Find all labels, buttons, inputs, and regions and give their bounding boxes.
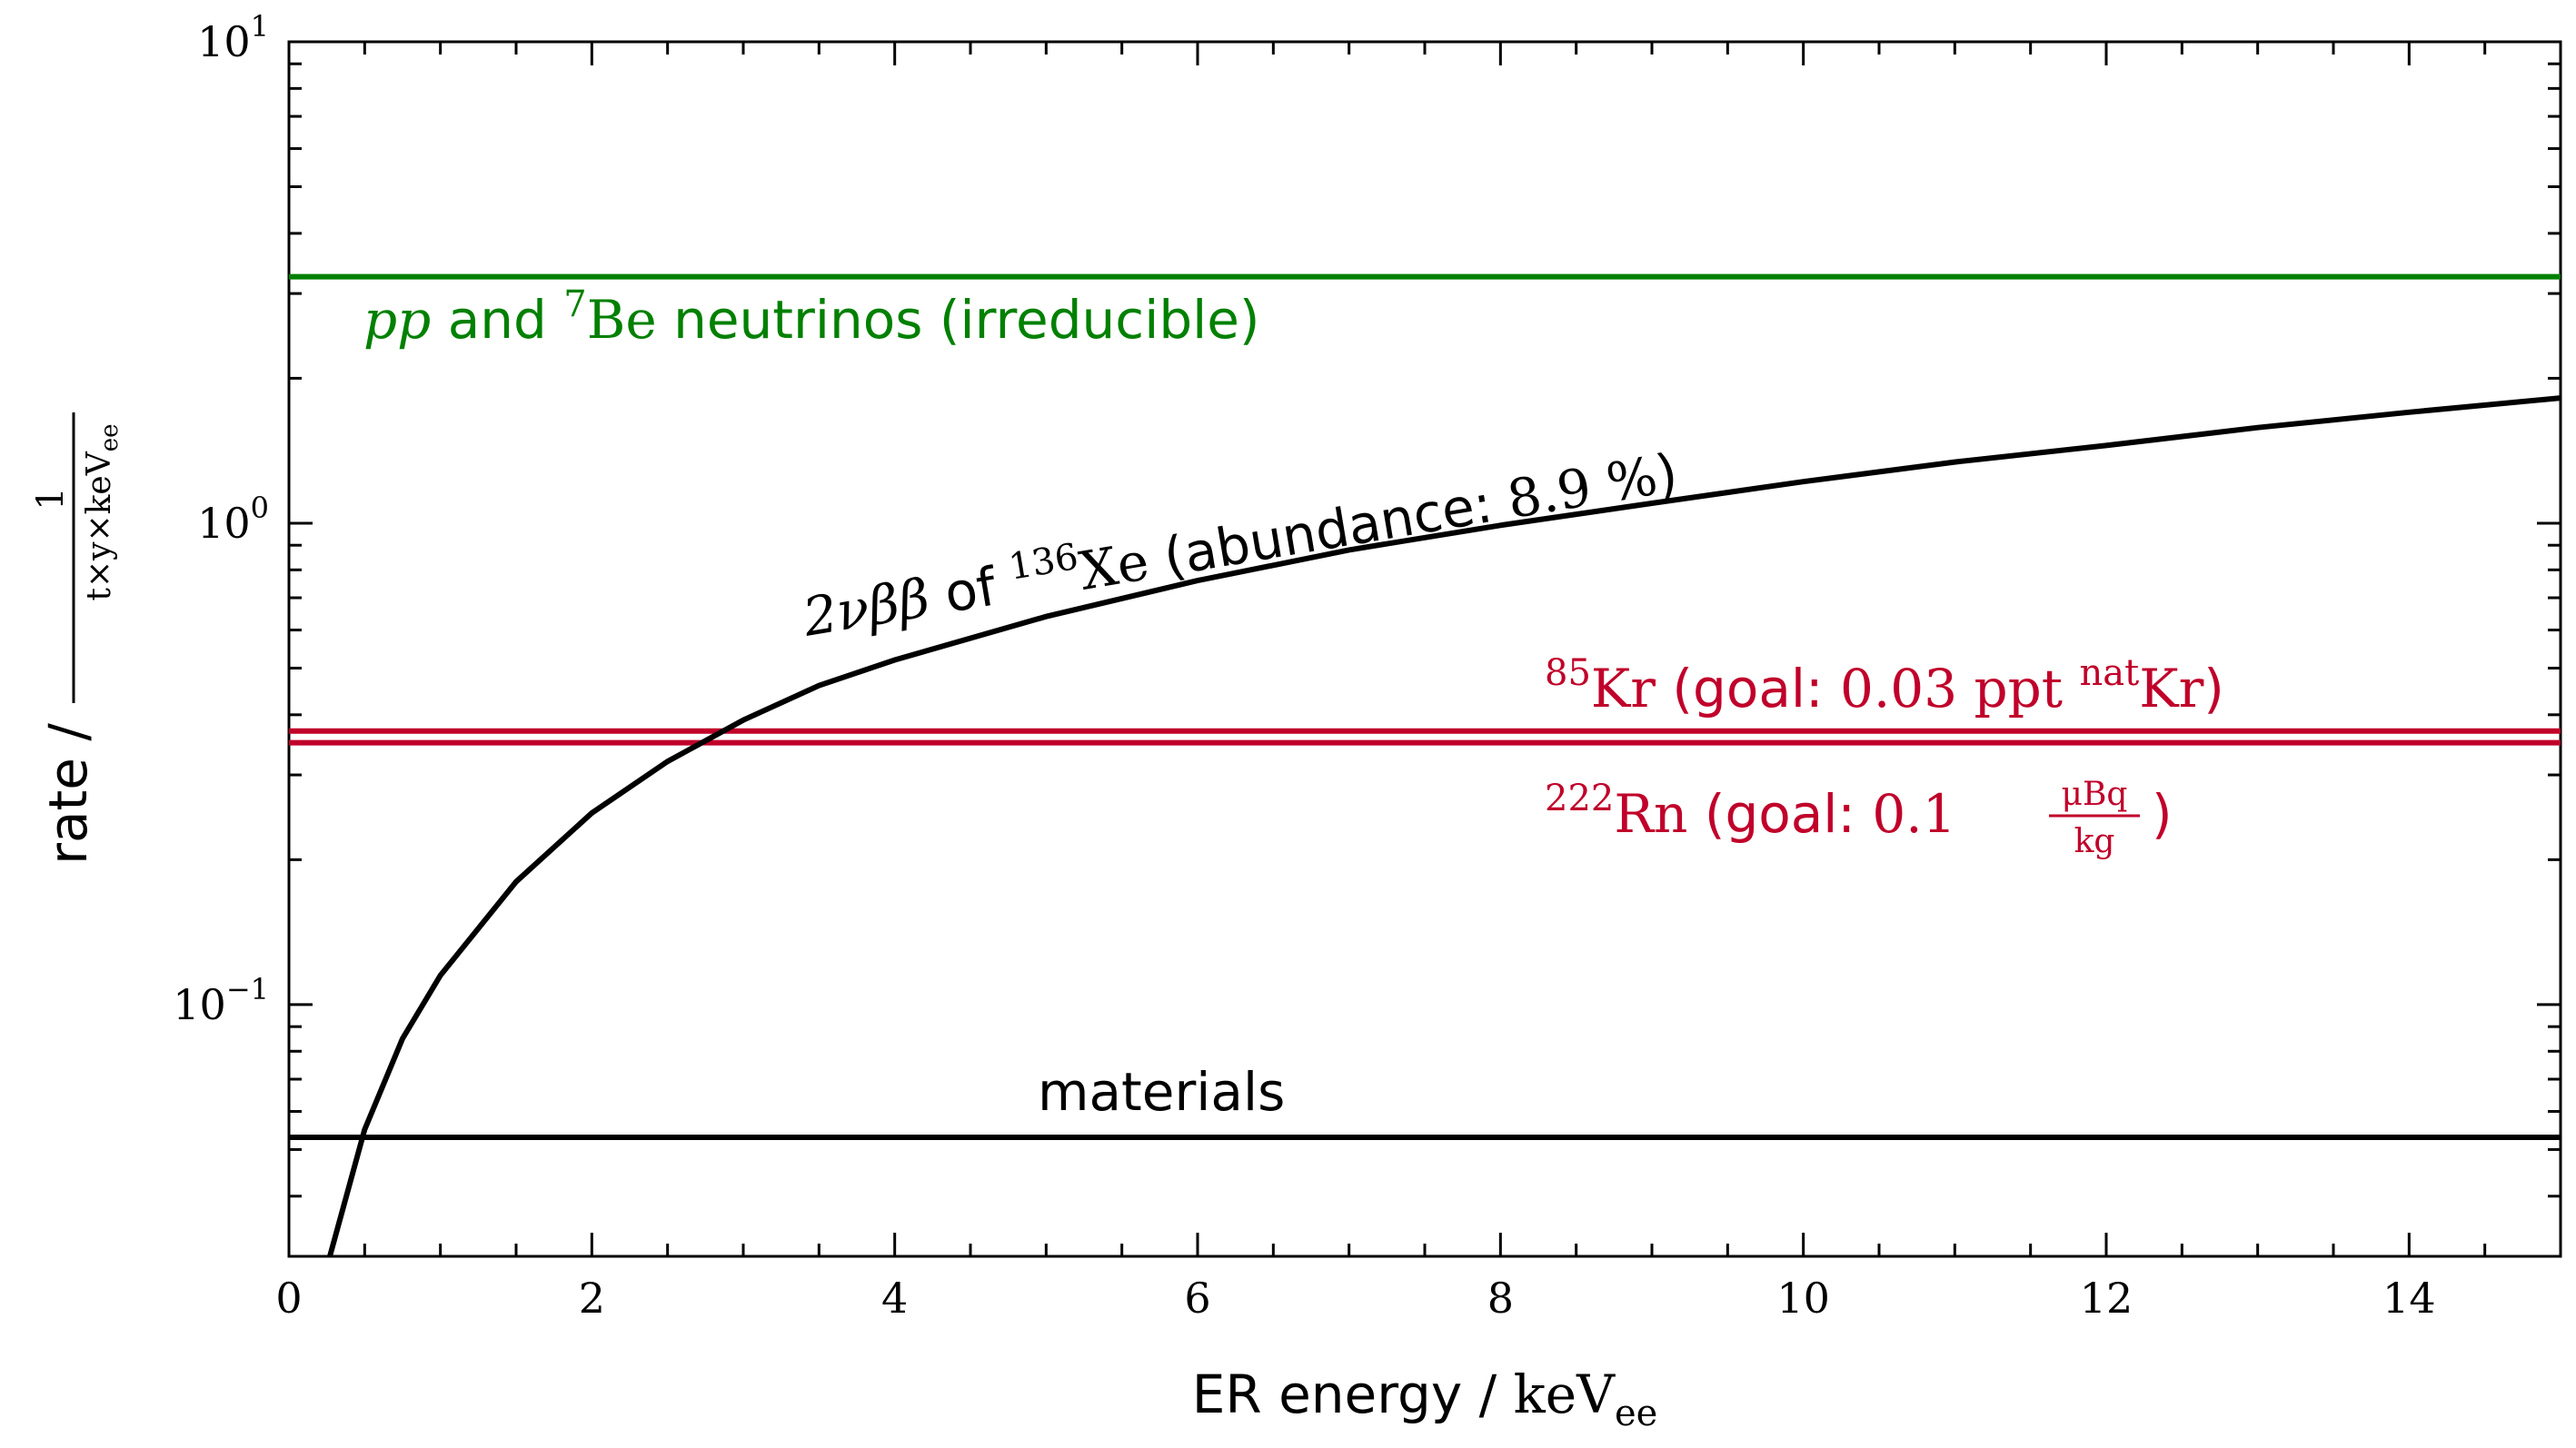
xenon-ann-percent: 8.9 %	[1503, 445, 1662, 531]
x-axis-label-prefix: ER energy /	[1192, 1364, 1514, 1425]
xenon-ann-sup: 136	[1006, 536, 1081, 589]
plot-frame	[287, 40, 2562, 1258]
xenon-2vbb-curve	[327, 395, 2561, 1256]
x-tick-label: 8	[1487, 1274, 1514, 1323]
y-tick-label: 101	[197, 9, 269, 66]
y-tick-label-base: 10	[197, 17, 251, 66]
y-axis-label-frac-den: t×y×keVee	[81, 423, 124, 600]
y-axis-label-frac-den-sub: ee	[96, 423, 124, 451]
x-tick-label: 6	[1184, 1274, 1210, 1323]
x-tick-label: 0	[275, 1274, 302, 1323]
neutrino-ann-sup: 7	[563, 283, 586, 325]
radon-ann-sup: 222	[1545, 778, 1614, 819]
y-axis-label: rate / 1 t×y×keVee	[30, 412, 124, 865]
xenon-ann-process: 2νββ	[798, 567, 934, 649]
y-tick-label-exponent: 1	[251, 9, 269, 44]
xenon-ann-abundance: (abundance:	[1143, 470, 1513, 590]
y-tick-label-base: 10	[197, 499, 251, 548]
svg-text:222Rn (goal: 0.1: 222Rn (goal: 0.1	[1545, 778, 1956, 845]
neutrino-annotation: pp and 7Be neutrinos (irreducible)	[363, 283, 1260, 351]
y-axis-label-frac-num: 1	[30, 487, 72, 510]
xenon-annotation: 2νββ of 136Xe (abundance: 8.9 %)	[797, 436, 1682, 649]
radon-ann-rn: Rn	[1614, 783, 1687, 845]
y-tick-label-exponent: −1	[226, 972, 269, 1007]
krypton-ann-close: )	[2203, 658, 2224, 719]
krypton-ann-value: 0.03 ppt	[1840, 658, 2080, 719]
y-tick-label: 100	[197, 491, 269, 548]
x-axis-label-unit-sub: ee	[1615, 1393, 1657, 1434]
x-tick-label: 12	[2080, 1274, 2133, 1323]
krypton-ann-kr2: Kr	[2139, 658, 2203, 719]
x-tick-label: 14	[2382, 1274, 2436, 1323]
y-tick-label-exponent: 0	[251, 491, 269, 525]
radon-annotation: 222Rn (goal: 0.1 μBq kg )	[1545, 776, 2173, 860]
radon-ann-close: )	[2152, 783, 2173, 845]
krypton-ann-kr: Kr	[1591, 658, 1656, 719]
y-tick-label: 10−1	[173, 972, 269, 1029]
materials-annotation: materials	[1038, 1061, 1285, 1123]
x-tick-label: 2	[579, 1274, 605, 1323]
axis-ticks	[287, 40, 2562, 1258]
x-tick-label: 4	[881, 1274, 908, 1323]
x-axis-label-unit: keV	[1514, 1364, 1616, 1425]
y-axis-label-prefix: rate /	[37, 723, 99, 865]
y-axis-label-frac-den-main: t×y×keV	[81, 451, 118, 600]
radon-ann-frac-num: μBq	[2062, 776, 2128, 813]
krypton-annotation: 85Kr (goal: 0.03 ppt natKr)	[1545, 652, 2224, 719]
radon-ann-goal: (goal:	[1687, 783, 1872, 845]
krypton-ann-sup: 85	[1545, 652, 1591, 694]
radon-ann-frac-den: kg	[2074, 823, 2115, 860]
x-axis-label: ER energy / keVee	[1192, 1364, 1658, 1434]
neutrino-ann-pp: pp	[363, 289, 431, 351]
neutrino-ann-be: Be	[587, 289, 657, 351]
radon-ann-value: 0.1	[1872, 783, 1955, 845]
krypton-ann-sup2: nat	[2080, 652, 2140, 694]
xenon-ann-xe: Xe	[1075, 530, 1153, 602]
neutrino-ann-rest: neutrinos (irreducible)	[657, 289, 1260, 351]
y-tick-label-base: 10	[173, 980, 226, 1029]
neutrino-ann-and: and	[431, 289, 563, 351]
x-tick-labels: 0 2 4 6 8 10 12 14	[275, 1274, 2435, 1323]
krypton-ann-goal: (goal:	[1656, 658, 1840, 719]
x-tick-label: 10	[1776, 1274, 1830, 1323]
xenon-ann-of: of	[923, 552, 1017, 627]
